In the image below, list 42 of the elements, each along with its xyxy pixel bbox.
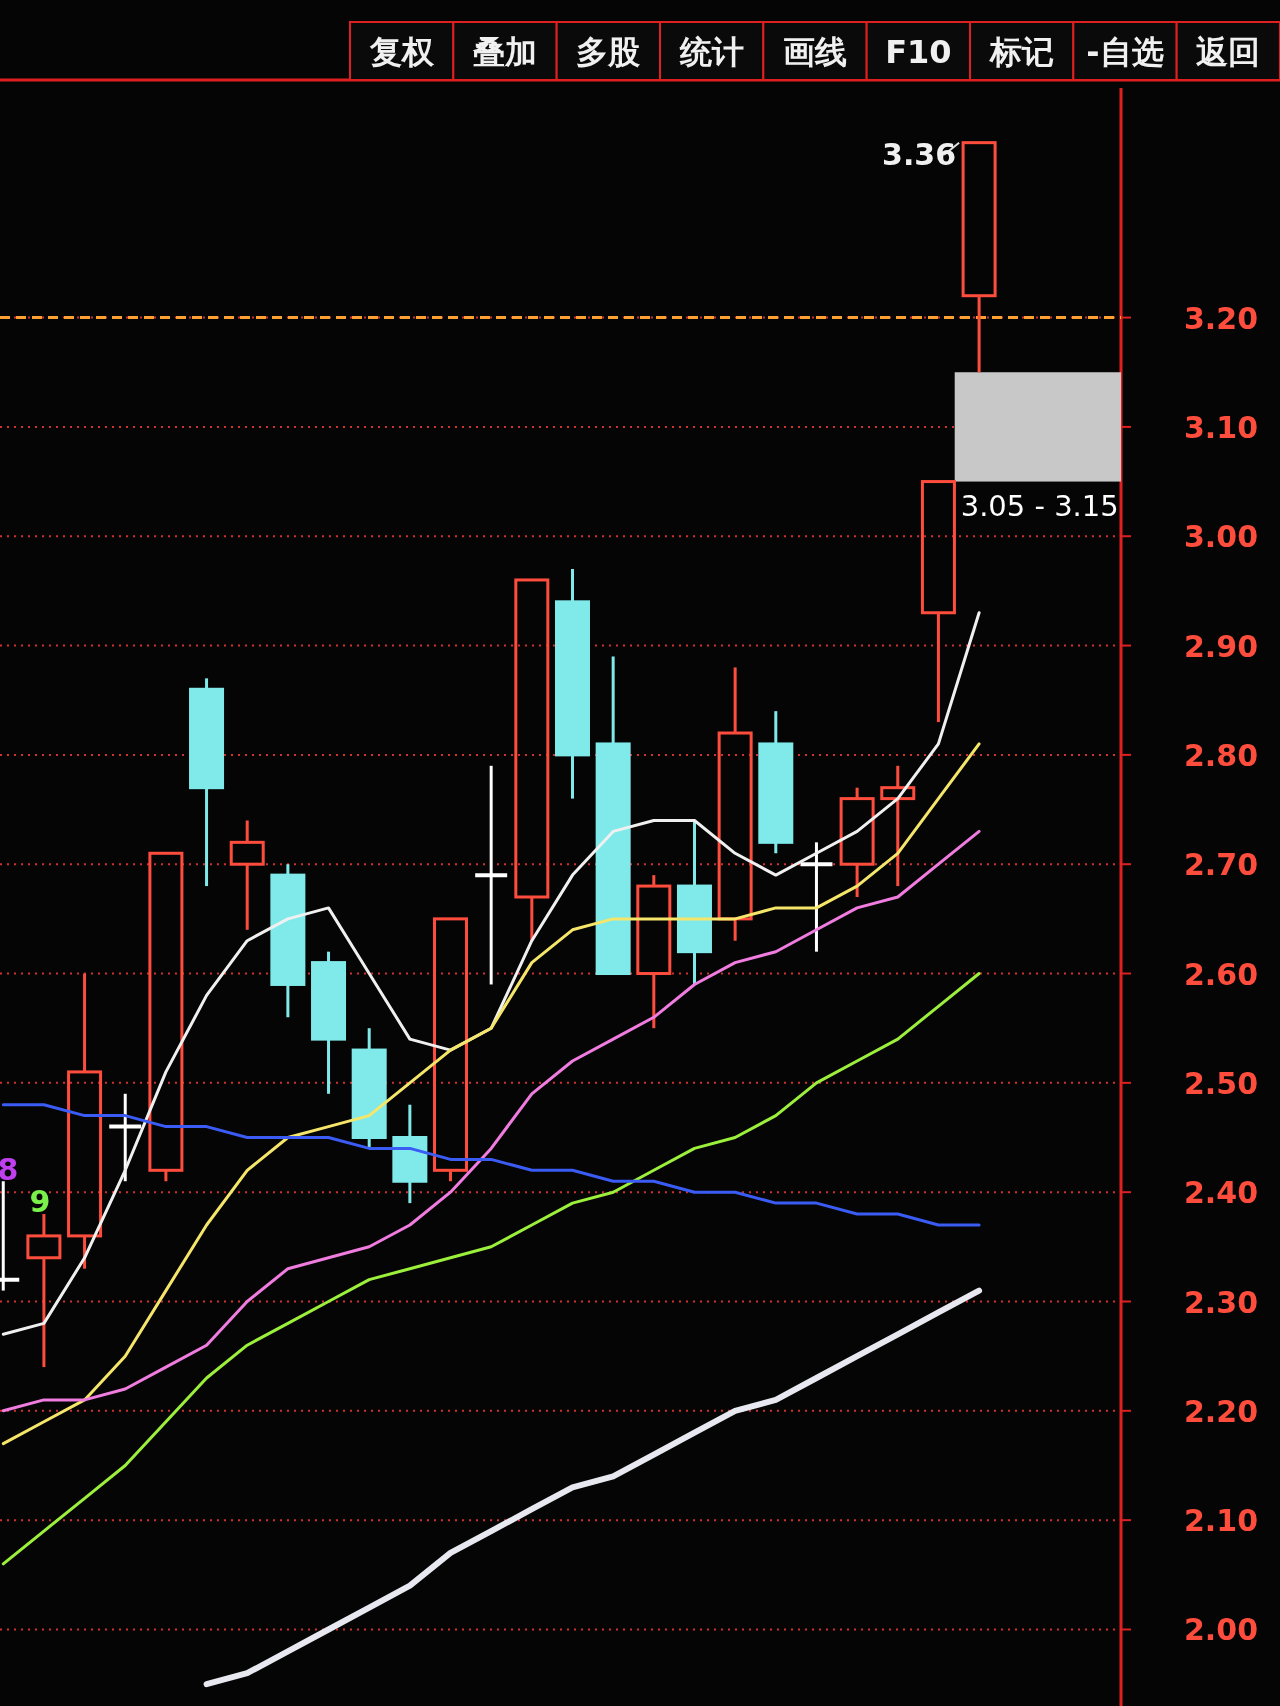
text: 画线 [783,33,847,71]
text: F10 [885,33,952,71]
y-tick-label: 2.60 [1183,956,1259,992]
candlestick [189,678,225,888]
text: 复权 [368,33,435,71]
text: 统计 [678,33,744,71]
y-tick-label: 2.30 [1183,1284,1259,1320]
y-tick-label: 2.10 [1183,1503,1259,1539]
candlestick [26,1214,62,1369]
candlestick [555,569,590,799]
text: -自选 [1086,33,1164,71]
y-tick-label: 2.20 [1183,1393,1259,1429]
text: 多股 [576,33,642,71]
line-series [1,829,981,1413]
candlestick [392,1104,428,1205]
annotation: 9 [29,1184,51,1219]
band-label: 3.05 - 3.15 [960,488,1119,523]
text: 标记 [987,33,1054,71]
y-tick-label: 2.80 [1183,737,1259,773]
line-series [1,1103,981,1227]
text: 叠加 [472,33,537,71]
y-tick-label: 3.00 [1183,519,1259,555]
y-tick-label: 2.90 [1183,628,1259,664]
annotation: 3.36 [882,136,957,172]
candlestick [880,764,916,888]
line-series [1,972,981,1566]
candlestick [270,864,306,1018]
candlestick [676,820,712,985]
candlestick [636,875,672,1030]
y-tick-label: 3.20 [1183,300,1259,336]
candlestick [67,973,103,1269]
y-tick-label: 2.70 [1183,847,1259,883]
candlestick [717,667,753,941]
y-tick-label: 3.10 [1183,409,1259,445]
line-series [1,611,981,1336]
y-tick-label: 2.00 [1183,1612,1259,1648]
y-tick-label: 2.50 [1183,1065,1259,1101]
candlestick [229,820,265,930]
annotation: 8 [0,1152,19,1187]
text: 返回 [1196,33,1261,71]
y-tick-label: 2.40 [1183,1175,1259,1211]
line-series [1,742,981,1446]
